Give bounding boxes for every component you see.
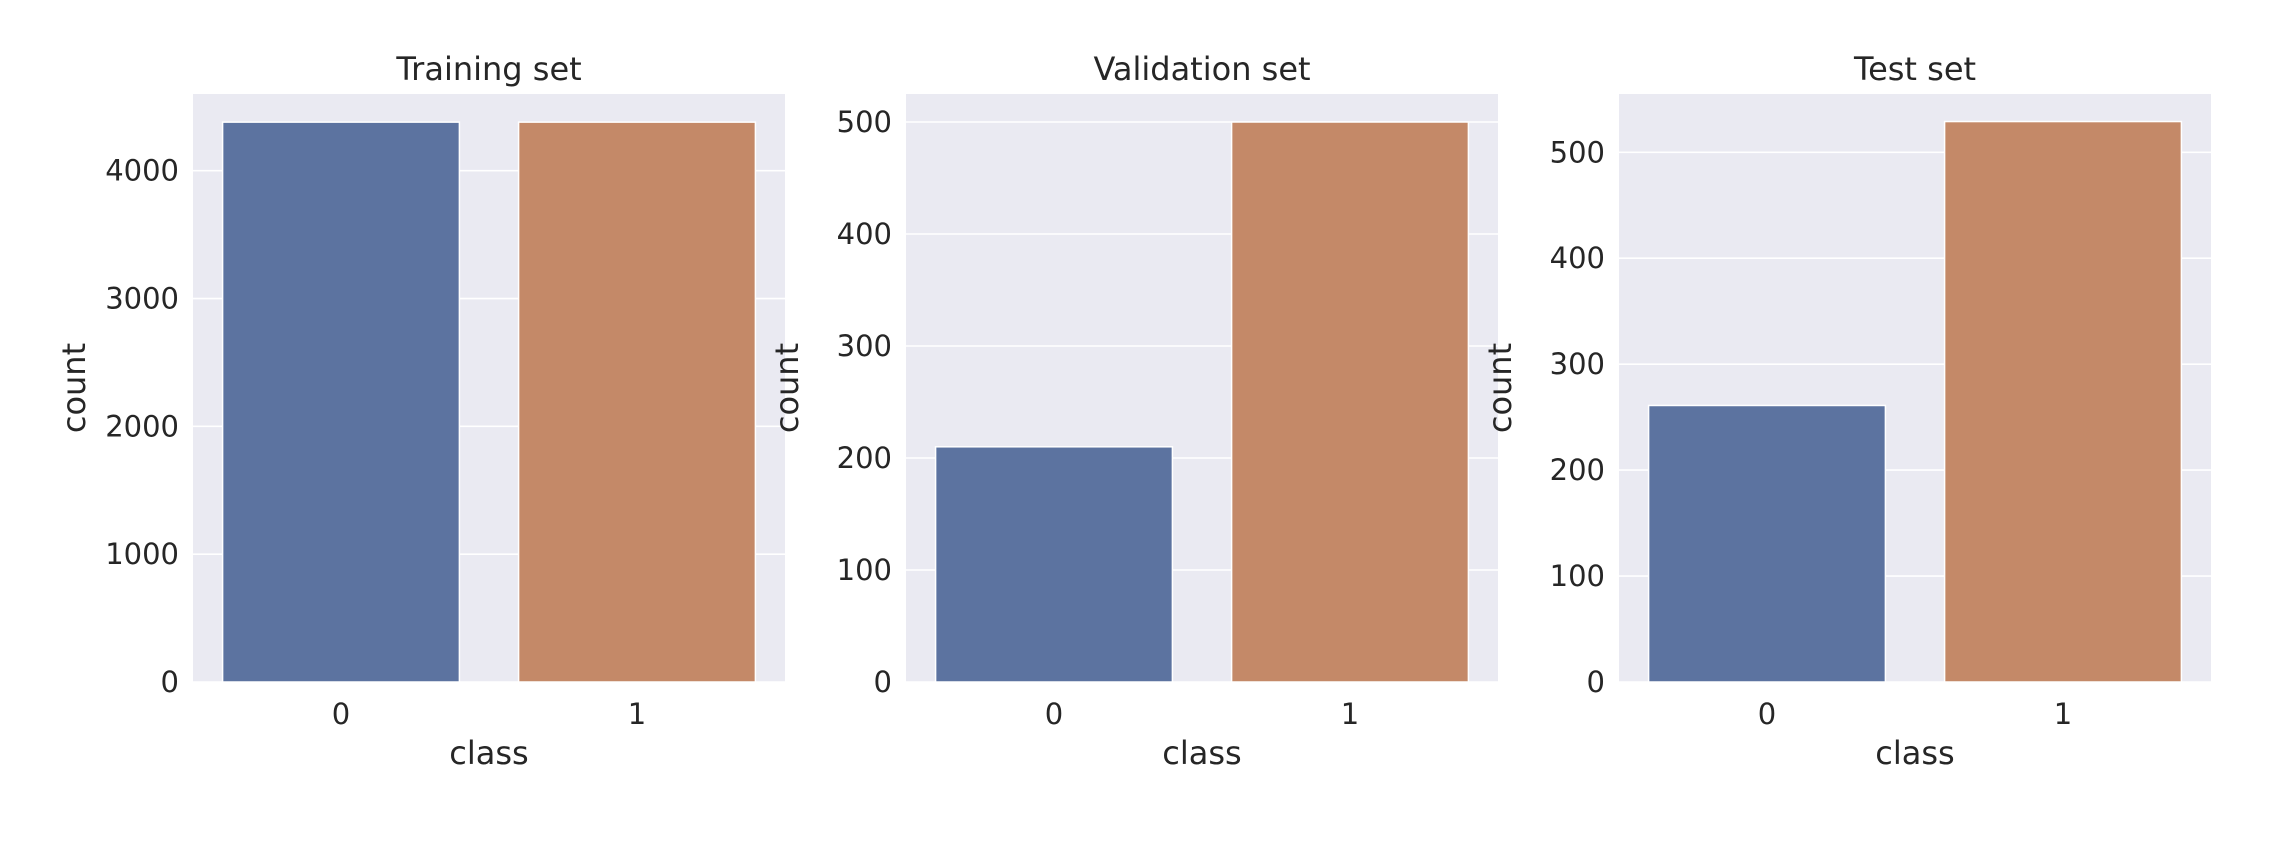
y-axis-label: count: [768, 343, 806, 433]
y-tick-label: 3000: [105, 282, 179, 316]
y-tick-label: 400: [837, 217, 892, 251]
y-tick-label: 100: [837, 553, 892, 587]
y-tick-label: 400: [1550, 241, 1605, 275]
x-tick-label: 0: [332, 697, 350, 731]
chart-title: Test set: [1853, 50, 1976, 88]
y-tick-label: 0: [1587, 665, 1605, 699]
chart-title: Training set: [395, 50, 581, 88]
y-tick-label: 0: [874, 665, 892, 699]
y-tick-label: 300: [837, 329, 892, 363]
x-axis-label: class: [449, 734, 528, 772]
chart-panel: 0 100 200 300 400 500 0 1 Test set class count: [1481, 50, 2211, 772]
x-axis-label: class: [1875, 734, 1954, 772]
x-tick-label: 0: [1758, 697, 1776, 731]
y-axis-label: count: [1481, 343, 1519, 433]
chart-panel: 0 100 200 300 400 500 0 1 Validation set class cou…: [768, 50, 1498, 772]
x-tick-label: 1: [628, 697, 646, 731]
y-tick-label: 100: [1550, 559, 1605, 593]
x-axis-label: class: [1162, 734, 1241, 772]
x-tick-label: 1: [1341, 697, 1359, 731]
bar-class-1: [517, 121, 757, 683]
y-tick-label: 200: [1550, 453, 1605, 487]
y-tick-label: 300: [1550, 347, 1605, 381]
chart-panel: 0 1000 2000 3000 4000 0 1 Training set class coun…: [55, 50, 785, 772]
y-tick-label: 200: [837, 441, 892, 475]
y-axis-label: count: [55, 343, 93, 433]
bar-class-1: [1943, 120, 2183, 683]
y-tick-label: 500: [1550, 135, 1605, 169]
x-tick-label: 1: [2054, 697, 2072, 731]
y-tick-label: 2000: [105, 409, 179, 443]
y-tick-label: 500: [837, 105, 892, 139]
y-tick-label: 0: [161, 665, 179, 699]
y-tick-label: 1000: [105, 537, 179, 571]
x-tick-label: 0: [1045, 697, 1063, 731]
chart-title: Validation set: [1093, 50, 1310, 88]
bar-class-0: [934, 446, 1174, 683]
bar-class-1: [1230, 121, 1470, 683]
bar-class-0: [221, 121, 461, 683]
bar-class-0: [1647, 404, 1887, 683]
y-tick-label: 4000: [105, 154, 179, 188]
